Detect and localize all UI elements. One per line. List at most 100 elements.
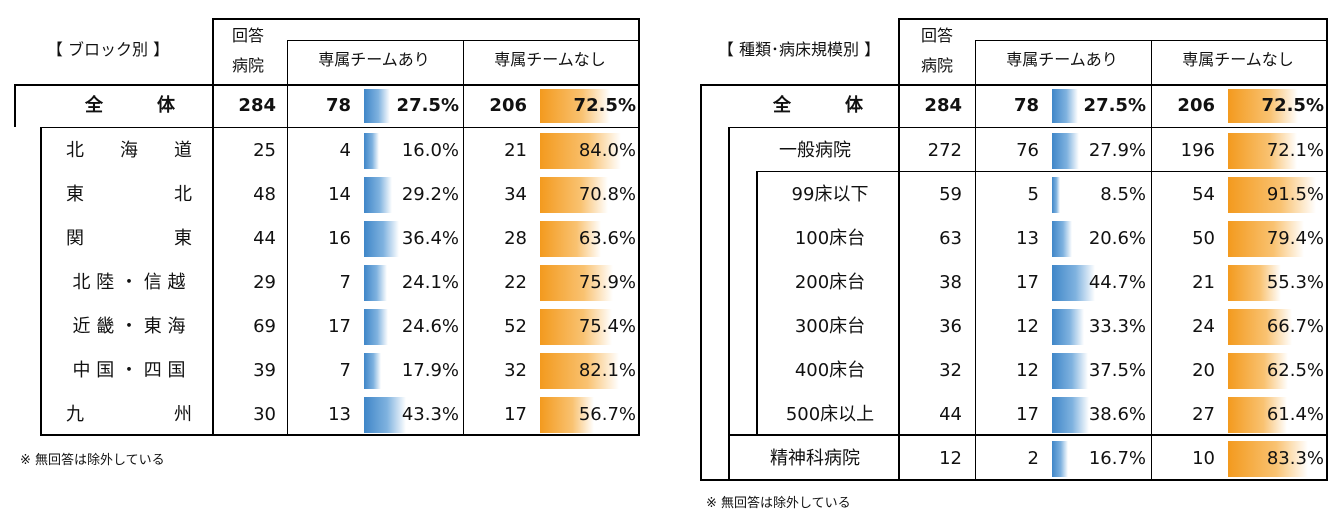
- team-yes-percent: 24.1%: [401, 272, 459, 293]
- team-no-count: 52: [504, 316, 527, 337]
- table-border-v: [14, 84, 16, 127]
- team-no-bar: [1228, 265, 1282, 301]
- table-border-h: [212, 18, 640, 20]
- team-no-bar: [1228, 89, 1298, 123]
- team-yes-bar: [364, 353, 382, 389]
- team-yes-percent: 29.2%: [401, 184, 459, 205]
- respond-count: 284: [924, 95, 962, 116]
- respond-count: 38: [939, 272, 962, 293]
- team-no-percent: 56.7%: [578, 404, 636, 425]
- team-yes-bar: [1052, 309, 1084, 345]
- team-no-count: 22: [504, 272, 527, 293]
- respond-count: 29: [253, 272, 276, 293]
- table-border-v: [40, 127, 42, 436]
- team-yes-count: 13: [1016, 228, 1039, 249]
- respond-count: 63: [939, 228, 962, 249]
- team-yes-percent: 27.5%: [396, 95, 459, 116]
- respond-count: 69: [253, 316, 276, 337]
- team-no-bar: [1228, 397, 1287, 433]
- team-no-count: 21: [1192, 272, 1215, 293]
- table-border-v: [1326, 18, 1328, 481]
- row-label: 300床台: [794, 316, 866, 337]
- table-border-h: [700, 84, 1328, 86]
- respond-count: 272: [927, 140, 962, 161]
- team-yes-count: 17: [1016, 272, 1039, 293]
- team-no-percent: 72.5%: [573, 95, 636, 116]
- respond-count: 36: [939, 316, 962, 337]
- team-no-percent: 75.4%: [578, 316, 636, 337]
- team-no-percent: 70.8%: [578, 184, 636, 205]
- team-no-percent: 72.5%: [1261, 95, 1324, 116]
- team-no-percent: 61.4%: [1266, 404, 1324, 425]
- respond-count: 12: [939, 448, 962, 469]
- header-team-no: 専属チームなし: [494, 50, 606, 69]
- table-border-v: [212, 18, 214, 436]
- team-no-count: 20: [1192, 360, 1215, 381]
- team-no-bar: [1228, 353, 1288, 389]
- respond-count: 25: [253, 140, 276, 161]
- team-no-percent: 79.4%: [1266, 228, 1324, 249]
- team-yes-bar: [1052, 353, 1088, 389]
- team-yes-count: 12: [1016, 316, 1039, 337]
- team-yes-bar: [364, 133, 380, 169]
- team-yes-bar: [1052, 133, 1079, 169]
- respond-count: 59: [939, 184, 962, 205]
- row-label: 99床以下: [791, 184, 869, 205]
- header-hospital: 病院: [231, 56, 265, 75]
- team-no-bar: [540, 177, 608, 213]
- row-label: 精神科病院: [770, 448, 860, 469]
- team-yes-percent: 20.6%: [1088, 228, 1146, 249]
- team-yes-count: 14: [328, 184, 351, 205]
- team-yes-percent: 16.7%: [1088, 448, 1146, 469]
- table-border-h: [40, 127, 640, 128]
- header-respond: 回答: [920, 26, 954, 45]
- team-no-percent: 82.1%: [578, 360, 636, 381]
- team-yes-bar: [364, 265, 388, 301]
- row-label: 北 海 道: [66, 140, 192, 161]
- row-label-total: 全 体: [85, 95, 175, 116]
- team-no-bar: [1228, 441, 1308, 477]
- team-yes-percent: 38.6%: [1088, 404, 1146, 425]
- team-yes-count: 7: [339, 360, 351, 381]
- header-team-yes: 専属チームあり: [1006, 50, 1118, 69]
- header-respond: 回答: [231, 26, 265, 45]
- respond-count: 32: [939, 360, 962, 381]
- team-no-count: 196: [1180, 140, 1215, 161]
- team-no-count: 54: [1192, 184, 1215, 205]
- team-yes-bar: [1052, 89, 1079, 123]
- table-border-v: [728, 127, 730, 481]
- team-no-count: 32: [504, 360, 527, 381]
- left-note: ※ 無回答は除外している: [20, 453, 165, 468]
- team-no-count: 10: [1192, 448, 1215, 469]
- team-yes-percent: 8.5%: [1100, 184, 1146, 205]
- respond-count: 44: [253, 228, 276, 249]
- team-no-percent: 66.7%: [1266, 316, 1324, 337]
- table-border-v: [638, 18, 640, 436]
- team-no-bar: [1228, 221, 1305, 257]
- respond-count: 30: [253, 404, 276, 425]
- team-no-count: 206: [1177, 95, 1215, 116]
- row-label: 関 東: [66, 228, 192, 249]
- row-label: 100床台: [794, 228, 866, 249]
- team-yes-bar: [364, 89, 391, 123]
- table-border-v: [1151, 40, 1152, 481]
- team-yes-count: 12: [1016, 360, 1039, 381]
- team-no-bar: [1228, 309, 1293, 345]
- team-no-percent: 72.1%: [1266, 140, 1324, 161]
- team-yes-bar: [1052, 221, 1072, 257]
- team-yes-bar: [1052, 265, 1095, 301]
- team-no-percent: 84.0%: [578, 140, 636, 161]
- team-yes-percent: 27.5%: [1083, 95, 1146, 116]
- respond-count: 44: [939, 404, 962, 425]
- row-label: 近 畿 ・ 東 海: [72, 316, 186, 337]
- row-label: 200床台: [794, 272, 866, 293]
- team-yes-percent: 44.7%: [1088, 272, 1146, 293]
- table-border-h: [40, 434, 640, 436]
- respond-count: 48: [253, 184, 276, 205]
- header-team-no: 専属チームなし: [1182, 50, 1294, 69]
- row-label: 中 国 ・ 四 国: [72, 360, 186, 381]
- team-yes-bar: [364, 177, 393, 213]
- table-border-h: [728, 434, 1328, 436]
- row-label: 北 陸 ・ 信 越: [72, 272, 186, 293]
- team-no-count: 17: [504, 404, 527, 425]
